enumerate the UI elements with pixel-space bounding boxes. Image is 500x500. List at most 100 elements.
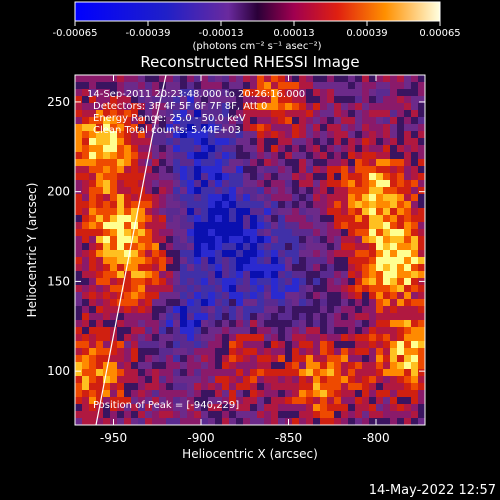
heatmap-cell: [159, 390, 167, 398]
heatmap-cell: [117, 208, 125, 216]
heatmap-cell: [418, 89, 425, 97]
heatmap-cell: [278, 327, 286, 335]
heatmap-cell: [243, 82, 251, 90]
heatmap-cell: [327, 194, 335, 202]
heatmap-cell: [201, 96, 209, 104]
heatmap-cell: [124, 355, 132, 363]
heatmap-cell: [348, 236, 356, 244]
heatmap-cell: [117, 222, 125, 230]
heatmap-cell: [369, 257, 377, 265]
heatmap-cell: [383, 362, 391, 370]
heatmap-cell: [173, 89, 181, 97]
heatmap-cell: [411, 131, 419, 139]
heatmap-cell: [390, 215, 398, 223]
heatmap-cell: [145, 215, 153, 223]
heatmap-cell: [131, 278, 139, 286]
heatmap-cell: [376, 110, 384, 118]
heatmap-cell: [320, 404, 328, 412]
heatmap-cell: [215, 292, 223, 300]
heatmap-cell: [418, 397, 425, 405]
heatmap-cell: [306, 278, 314, 286]
heatmap-cell: [320, 285, 328, 293]
heatmap-cell: [327, 243, 335, 251]
heatmap-cell: [369, 292, 377, 300]
heatmap-cell: [397, 82, 405, 90]
x-tick-label: -900: [187, 431, 214, 445]
heatmap-cell: [89, 103, 97, 111]
heatmap-cell: [257, 362, 265, 370]
heatmap-cell: [152, 264, 160, 272]
heatmap-cell: [264, 390, 272, 398]
heatmap-cell: [404, 397, 412, 405]
heatmap-cell: [362, 362, 370, 370]
heatmap-cell: [306, 327, 314, 335]
heatmap-cell: [362, 124, 370, 132]
heatmap-cell: [89, 299, 97, 307]
heatmap-cell: [173, 390, 181, 398]
heatmap-cell: [222, 152, 230, 160]
heatmap-cell: [250, 369, 258, 377]
heatmap-cell: [250, 131, 258, 139]
heatmap-cell: [411, 292, 419, 300]
heatmap-cell: [313, 285, 321, 293]
heatmap-cell: [271, 229, 279, 237]
heatmap-cell: [82, 166, 90, 174]
heatmap-cell: [96, 180, 104, 188]
heatmap-cell: [348, 145, 356, 153]
heatmap-cell: [75, 383, 83, 391]
heatmap-cell: [271, 313, 279, 321]
heatmap-cell: [222, 215, 230, 223]
heatmap-cell: [110, 271, 118, 279]
heatmap-cell: [404, 327, 412, 335]
colorbar-units: (photons cm⁻² s⁻¹ asec⁻²): [192, 41, 321, 52]
heatmap-cell: [327, 138, 335, 146]
heatmap-cell: [124, 243, 132, 251]
heatmap-cell: [327, 166, 335, 174]
heatmap-cell: [411, 306, 419, 314]
heatmap-cell: [117, 250, 125, 258]
heatmap-cell: [362, 285, 370, 293]
heatmap-cell: [96, 194, 104, 202]
y-tick-label: 250: [47, 95, 70, 109]
heatmap-cell: [110, 222, 118, 230]
heatmap-cell: [285, 243, 293, 251]
heatmap-cell: [159, 341, 167, 349]
heatmap-cell: [320, 411, 328, 419]
heatmap-cell: [138, 215, 146, 223]
heatmap-cell: [376, 201, 384, 209]
heatmap-cell: [334, 376, 342, 384]
heatmap-cell: [215, 110, 223, 118]
heatmap-cell: [75, 236, 83, 244]
heatmap-cell: [243, 124, 251, 132]
heatmap-cell: [89, 341, 97, 349]
heatmap-cell: [306, 292, 314, 300]
heatmap-cell: [341, 243, 349, 251]
heatmap-cell: [264, 180, 272, 188]
heatmap-cell: [145, 257, 153, 265]
heatmap-cell: [397, 285, 405, 293]
heatmap-cell: [215, 82, 223, 90]
heatmap-cell: [341, 264, 349, 272]
heatmap-cell: [390, 278, 398, 286]
heatmap-cell: [229, 243, 237, 251]
heatmap-cell: [404, 313, 412, 321]
heatmap-cell: [341, 404, 349, 412]
heatmap-cell: [96, 257, 104, 265]
heatmap-cell: [229, 390, 237, 398]
heatmap-cell: [313, 376, 321, 384]
heatmap-cell: [313, 348, 321, 356]
heatmap-cell: [397, 257, 405, 265]
heatmap-cell: [397, 208, 405, 216]
heatmap-cell: [348, 411, 356, 419]
heatmap-cell: [89, 250, 97, 258]
heatmap-cell: [243, 166, 251, 174]
heatmap-cell: [250, 306, 258, 314]
heatmap-cell: [292, 89, 300, 97]
heatmap-cell: [131, 131, 139, 139]
heatmap-cell: [369, 355, 377, 363]
heatmap-cell: [201, 376, 209, 384]
heatmap-cell: [138, 418, 146, 425]
heatmap-cell: [159, 243, 167, 251]
heatmap-cell: [159, 173, 167, 181]
